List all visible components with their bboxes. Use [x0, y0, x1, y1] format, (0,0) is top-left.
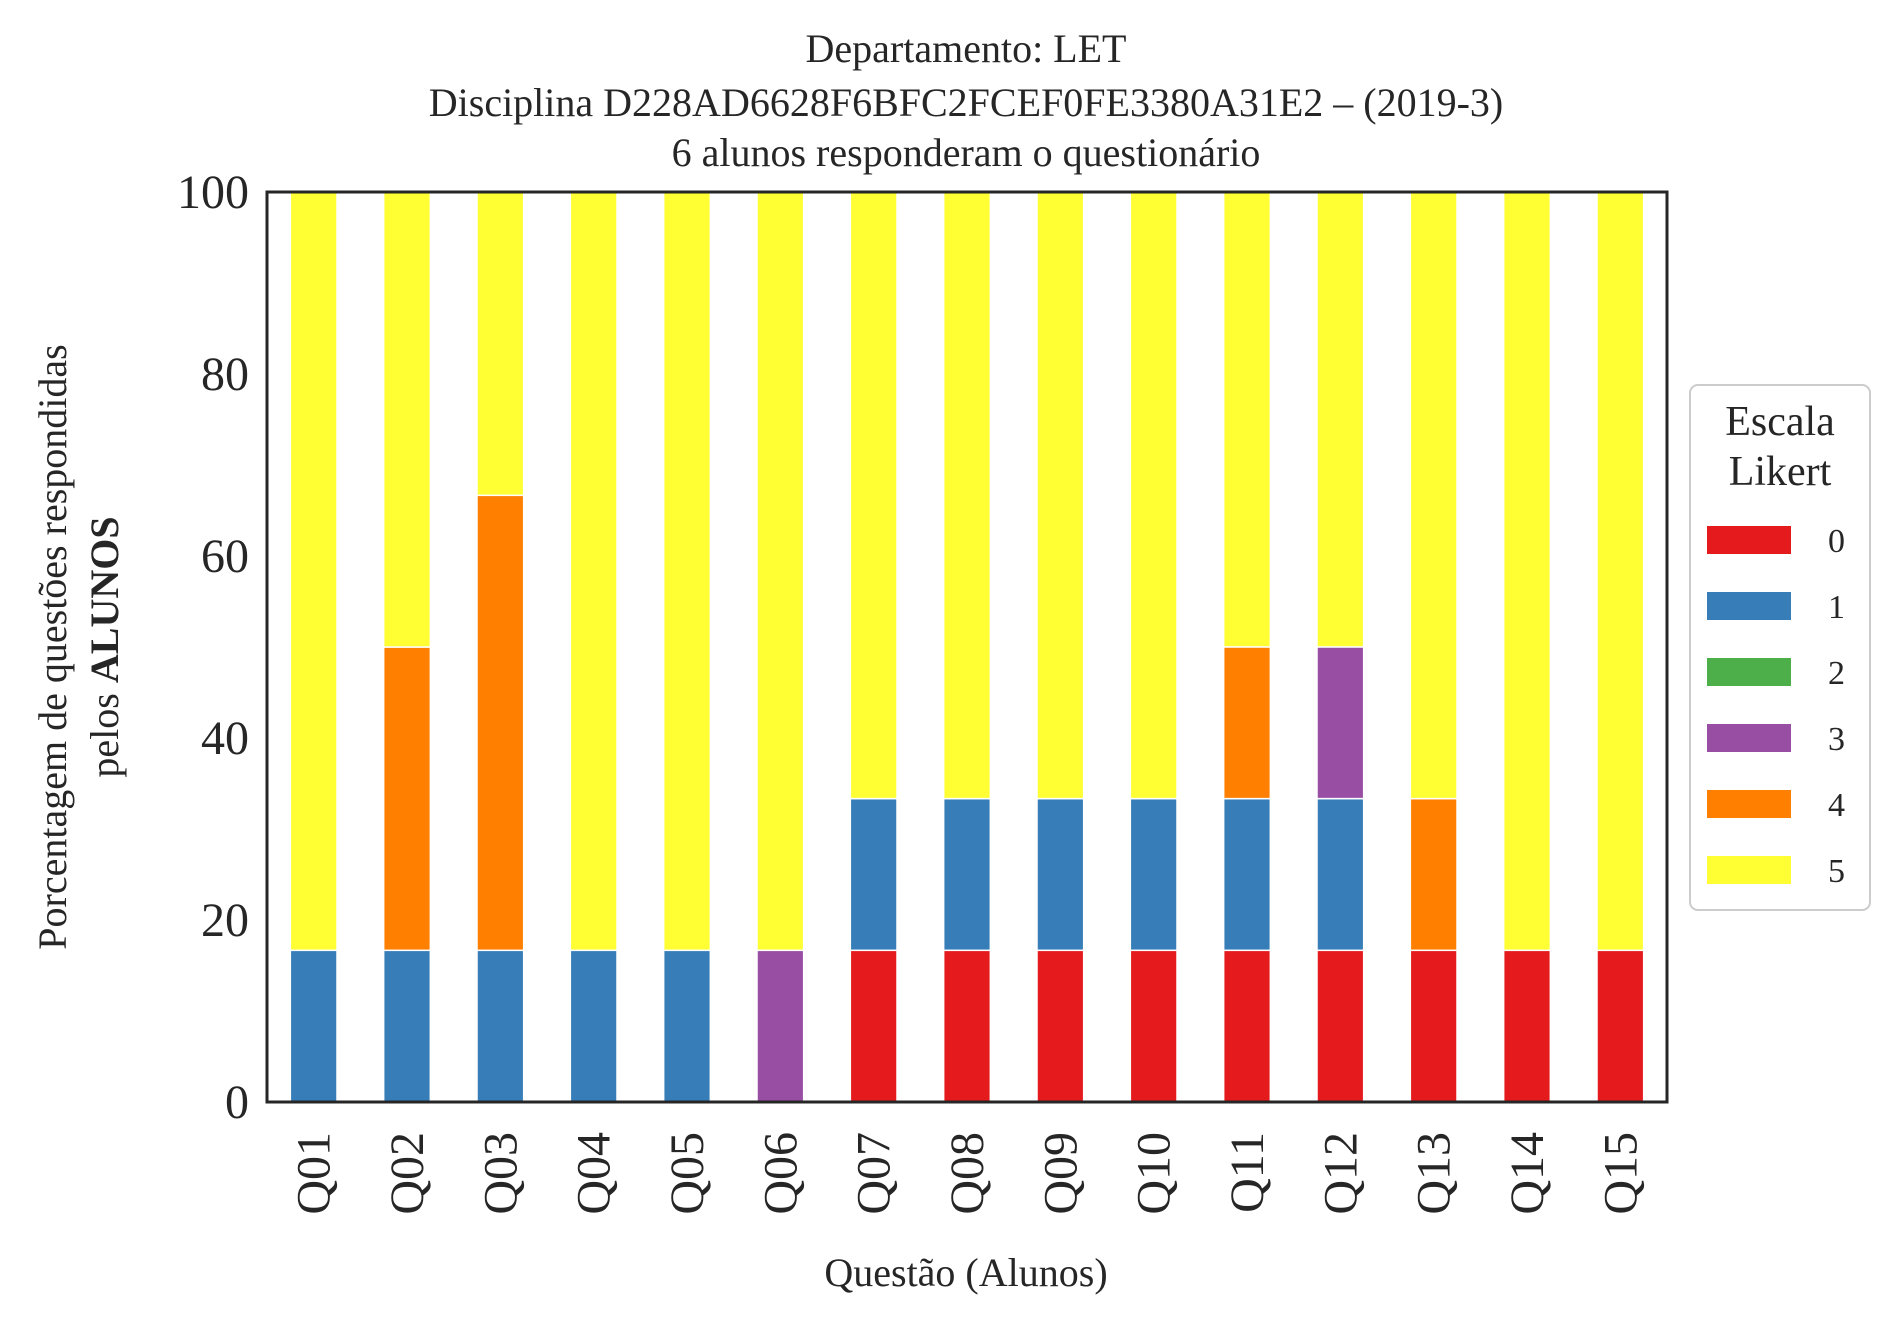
legend-label-2: 2 — [1828, 655, 1845, 692]
bar-Q11-scale-4 — [1222, 646, 1272, 800]
y-tick-label-40: 40 — [201, 712, 249, 765]
bar-Q12-scale-3 — [1316, 646, 1365, 800]
y-axis-ticks: 0 20 40 60 80 100 — [177, 166, 249, 1129]
bar-Q12-scale-5 — [1316, 191, 1365, 648]
bar-Q02-scale-4 — [382, 646, 432, 952]
legend-swatch-0 — [1707, 526, 1791, 554]
bar-Q11-scale-1 — [1222, 797, 1272, 952]
bars-group — [289, 191, 1645, 1103]
x-tick-label-Q05: Q05 — [661, 1132, 714, 1215]
x-tick-label-Q08: Q08 — [941, 1132, 994, 1215]
legend-label-3: 3 — [1828, 721, 1845, 758]
x-tick-label-Q14: Q14 — [1501, 1132, 1554, 1215]
x-axis-ticks: Q01 Q02 Q03 Q04 Q05 Q06 Q07 Q08 Q09 Q10 Q11 Q12 Q13 Q… — [288, 1132, 1648, 1215]
bar-Q06-scale-3 — [756, 949, 805, 1103]
x-tick-label-Q15: Q15 — [1594, 1132, 1647, 1215]
bar-Q10-scale-1 — [1129, 797, 1178, 952]
bar-Q07-scale-1 — [849, 797, 898, 952]
bar-Q10-scale-5 — [1129, 191, 1178, 800]
x-tick-label-Q03: Q03 — [474, 1132, 527, 1215]
legend-title-line-2: Likert — [1729, 449, 1832, 495]
bar-Q09-scale-5 — [1036, 191, 1085, 800]
bar-Q10-scale-0 — [1129, 949, 1178, 1103]
x-tick-label-Q12: Q12 — [1314, 1132, 1367, 1215]
legend-label-1: 1 — [1828, 589, 1845, 626]
chart-title-line-1: Departamento: LET — [806, 26, 1127, 71]
x-tick-label-Q07: Q07 — [848, 1132, 901, 1215]
bar-Q12-scale-1 — [1316, 797, 1365, 952]
bar-Q11-scale-0 — [1222, 949, 1272, 1103]
x-tick-label-Q09: Q09 — [1034, 1132, 1087, 1215]
bar-Q04-scale-5 — [569, 191, 618, 952]
legend-swatch-4 — [1707, 790, 1791, 818]
y-tick-label-60: 60 — [201, 530, 249, 583]
legend-label-0: 0 — [1828, 523, 1845, 560]
legend-frame — [1689, 384, 1871, 911]
x-tick-label-Q01: Q01 — [288, 1132, 341, 1215]
bar-Q07-scale-0 — [849, 949, 898, 1103]
bar-Q05-scale-1 — [662, 949, 712, 1103]
plot-frame — [265, 190, 1669, 1104]
legend-label-4: 4 — [1828, 787, 1845, 824]
bar-Q12-scale-0 — [1316, 949, 1365, 1103]
bar-Q06-scale-5 — [756, 191, 805, 952]
chart-title: Departamento: LET Disciplina D228AD6628F… — [429, 26, 1504, 175]
bar-Q14-scale-0 — [1502, 949, 1552, 1103]
bar-Q15-scale-0 — [1596, 949, 1645, 1103]
y-axis-label-line-1: Porcentagem de questões respondidas — [30, 344, 75, 949]
legend: Escala Likert 0 1 2 3 4 5 — [1689, 384, 1871, 911]
bar-Q08-scale-1 — [942, 797, 992, 952]
x-tick-label-Q10: Q10 — [1128, 1132, 1181, 1215]
bar-Q04-scale-1 — [569, 949, 618, 1103]
bar-Q08-scale-5 — [942, 191, 992, 800]
bar-Q08-scale-0 — [942, 949, 992, 1103]
y-tick-label-100: 100 — [177, 166, 249, 219]
chart-title-line-3: 6 alunos responderam o questionário — [672, 130, 1261, 175]
chart-title-line-2: Disciplina D228AD6628F6BFC2FCEF0FE3380A3… — [429, 80, 1504, 125]
bar-Q13-scale-4 — [1409, 797, 1458, 952]
bar-Q09-scale-1 — [1036, 797, 1085, 952]
bar-Q02-scale-5 — [382, 191, 432, 648]
bar-Q05-scale-5 — [662, 191, 712, 952]
y-axis-label-bold: ALUNOS — [82, 516, 127, 683]
bar-Q14-scale-5 — [1502, 191, 1552, 952]
legend-title-line-1: Escala — [1725, 399, 1835, 445]
y-axis-label-line-2: pelos ALUNOS — [82, 516, 127, 777]
bar-Q03-scale-1 — [476, 949, 525, 1103]
legend-swatch-1 — [1707, 592, 1791, 620]
legend-label-5: 5 — [1828, 853, 1845, 890]
legend-swatch-5 — [1707, 856, 1791, 884]
y-tick-label-0: 0 — [225, 1076, 249, 1129]
bar-Q03-scale-5 — [476, 191, 525, 497]
x-tick-label-Q04: Q04 — [568, 1132, 621, 1215]
bar-Q01-scale-5 — [289, 191, 338, 952]
bar-Q15-scale-5 — [1596, 191, 1645, 952]
bar-Q13-scale-0 — [1409, 949, 1458, 1103]
y-axis-label-plain: pelos — [82, 683, 127, 777]
x-tick-label-Q02: Q02 — [381, 1132, 434, 1215]
y-tick-label-20: 20 — [201, 894, 249, 947]
bar-Q09-scale-0 — [1036, 949, 1085, 1103]
bar-Q07-scale-5 — [849, 191, 898, 800]
bar-Q03-scale-4 — [476, 494, 525, 952]
bar-Q02-scale-1 — [382, 949, 432, 1103]
legend-swatch-2 — [1707, 658, 1791, 686]
bar-Q13-scale-5 — [1409, 191, 1458, 800]
x-tick-label-Q11: Q11 — [1221, 1132, 1274, 1213]
bar-Q11-scale-5 — [1222, 191, 1272, 648]
bar-Q01-scale-1 — [289, 949, 338, 1103]
legend-items: 0 1 2 3 4 5 — [1707, 523, 1845, 890]
x-tick-label-Q13: Q13 — [1408, 1132, 1461, 1215]
legend-swatch-3 — [1707, 724, 1791, 752]
x-axis-label: Questão (Alunos) — [824, 1250, 1107, 1295]
x-tick-label-Q06: Q06 — [754, 1132, 807, 1215]
y-tick-label-80: 80 — [201, 348, 249, 401]
